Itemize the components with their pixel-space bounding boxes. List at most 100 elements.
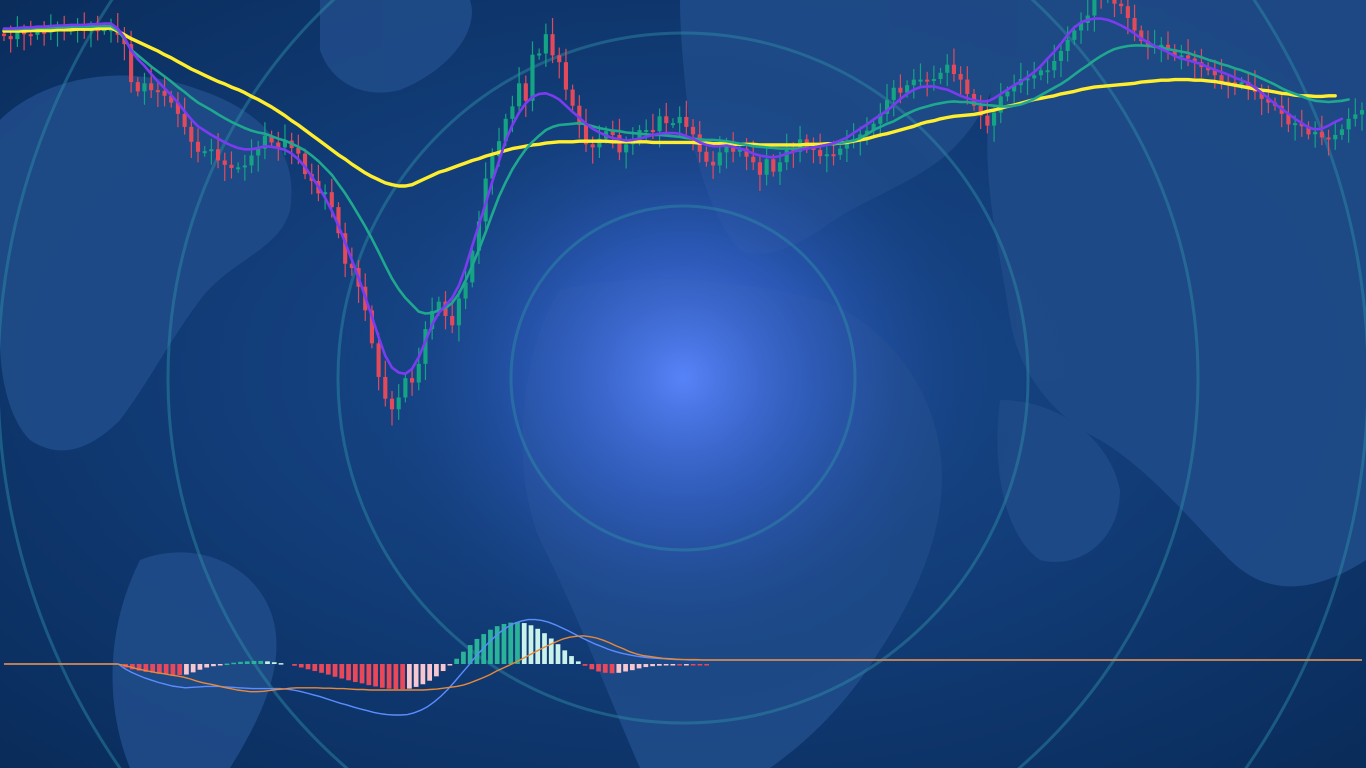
candle-body xyxy=(998,96,1003,113)
candle-body xyxy=(1092,0,1097,16)
candle xyxy=(276,131,281,161)
macd-histogram-bar xyxy=(352,664,358,683)
candle-body xyxy=(991,112,997,126)
candle xyxy=(570,84,575,111)
macd-histogram-bar xyxy=(163,664,169,675)
candle-body xyxy=(162,90,167,96)
macd-histogram-bar xyxy=(319,664,324,673)
candle-body xyxy=(296,148,301,154)
ma-fast-line xyxy=(2,17,1344,376)
candle-body xyxy=(1313,131,1318,135)
candle xyxy=(490,148,495,195)
macd-histogram-bar xyxy=(211,664,216,667)
macd-histogram-bar xyxy=(515,622,520,664)
macd-histogram-bar xyxy=(231,662,237,665)
candle-body xyxy=(182,113,187,127)
candle xyxy=(1172,44,1177,61)
macd-histogram-bar xyxy=(420,664,426,685)
candle-body xyxy=(1165,44,1171,50)
macd-histogram-bar xyxy=(258,660,264,664)
macd-histogram-bar xyxy=(312,664,318,672)
candle-body xyxy=(1306,126,1311,135)
macd-histogram-bar xyxy=(636,664,642,669)
candle xyxy=(711,151,716,179)
macd-histogram-bar xyxy=(454,658,460,664)
candle-body xyxy=(985,115,990,126)
candle-body xyxy=(135,82,140,92)
candle-body xyxy=(844,140,849,149)
macd-histogram-bar xyxy=(474,638,480,664)
candle xyxy=(195,128,201,163)
candle-body xyxy=(704,151,709,162)
candle-body xyxy=(884,100,890,114)
macd-histogram-bar xyxy=(447,664,453,666)
candle xyxy=(784,133,789,171)
macd-histogram-bar xyxy=(373,664,378,687)
candle-body xyxy=(376,343,381,377)
candle-body xyxy=(1333,134,1338,140)
candle-body xyxy=(436,301,441,311)
candle-body xyxy=(215,149,221,161)
candle xyxy=(369,305,375,349)
candle-body xyxy=(1045,70,1050,73)
candle-body xyxy=(269,135,274,143)
candle-body xyxy=(169,95,174,103)
candle xyxy=(1326,129,1331,156)
macd-histogram-bar xyxy=(325,664,331,675)
macd-histogram-bar xyxy=(434,664,439,677)
candle-body xyxy=(1058,50,1064,61)
candle-body xyxy=(430,310,435,330)
candle-body xyxy=(369,310,375,344)
candle-body xyxy=(383,376,388,399)
candle xyxy=(1319,115,1324,146)
candle-body xyxy=(1185,55,1191,59)
candle-body xyxy=(15,32,20,40)
candle xyxy=(677,106,682,137)
candle xyxy=(1058,43,1064,78)
candle-body xyxy=(423,329,428,364)
candle xyxy=(423,321,428,381)
candle-body xyxy=(463,282,468,299)
macd-histogram-bar xyxy=(130,664,135,670)
candle xyxy=(336,202,341,239)
candle xyxy=(182,97,187,135)
ring-1 xyxy=(509,204,857,552)
candle xyxy=(209,138,214,165)
candle xyxy=(1359,102,1365,131)
ring-3 xyxy=(166,0,1200,768)
macd-histogram-bar xyxy=(197,664,203,670)
candle-body xyxy=(1206,67,1211,71)
candle-body xyxy=(323,192,328,195)
macd-histogram-bar xyxy=(542,633,547,664)
candle-body xyxy=(690,126,696,135)
macd-histogram-bar xyxy=(190,664,196,673)
candle-body xyxy=(1125,6,1130,19)
candle-body xyxy=(490,156,495,179)
candle-body xyxy=(684,116,689,127)
candle-body xyxy=(1112,0,1117,4)
candle-body xyxy=(1025,78,1030,81)
candle xyxy=(142,72,147,105)
candle xyxy=(1353,98,1358,127)
macd-histogram-bar xyxy=(488,629,493,664)
candle-body xyxy=(195,141,201,152)
candle xyxy=(664,102,669,134)
candle xyxy=(844,129,849,163)
candle-body xyxy=(409,378,415,383)
candle-body xyxy=(35,31,40,35)
candle-body xyxy=(1239,82,1244,85)
macd-histogram-bar xyxy=(677,664,682,666)
candle-body xyxy=(523,83,528,101)
candle xyxy=(242,154,247,181)
candle xyxy=(456,290,461,342)
candle-body xyxy=(1192,58,1197,63)
candle-body xyxy=(1159,44,1164,47)
macd-histogram-bar xyxy=(508,622,514,664)
candle-body xyxy=(617,134,622,153)
macd-histogram-bar xyxy=(386,664,392,689)
candle xyxy=(998,83,1003,124)
candle-body xyxy=(938,72,943,79)
candle xyxy=(189,119,194,158)
candle-body xyxy=(925,79,930,82)
